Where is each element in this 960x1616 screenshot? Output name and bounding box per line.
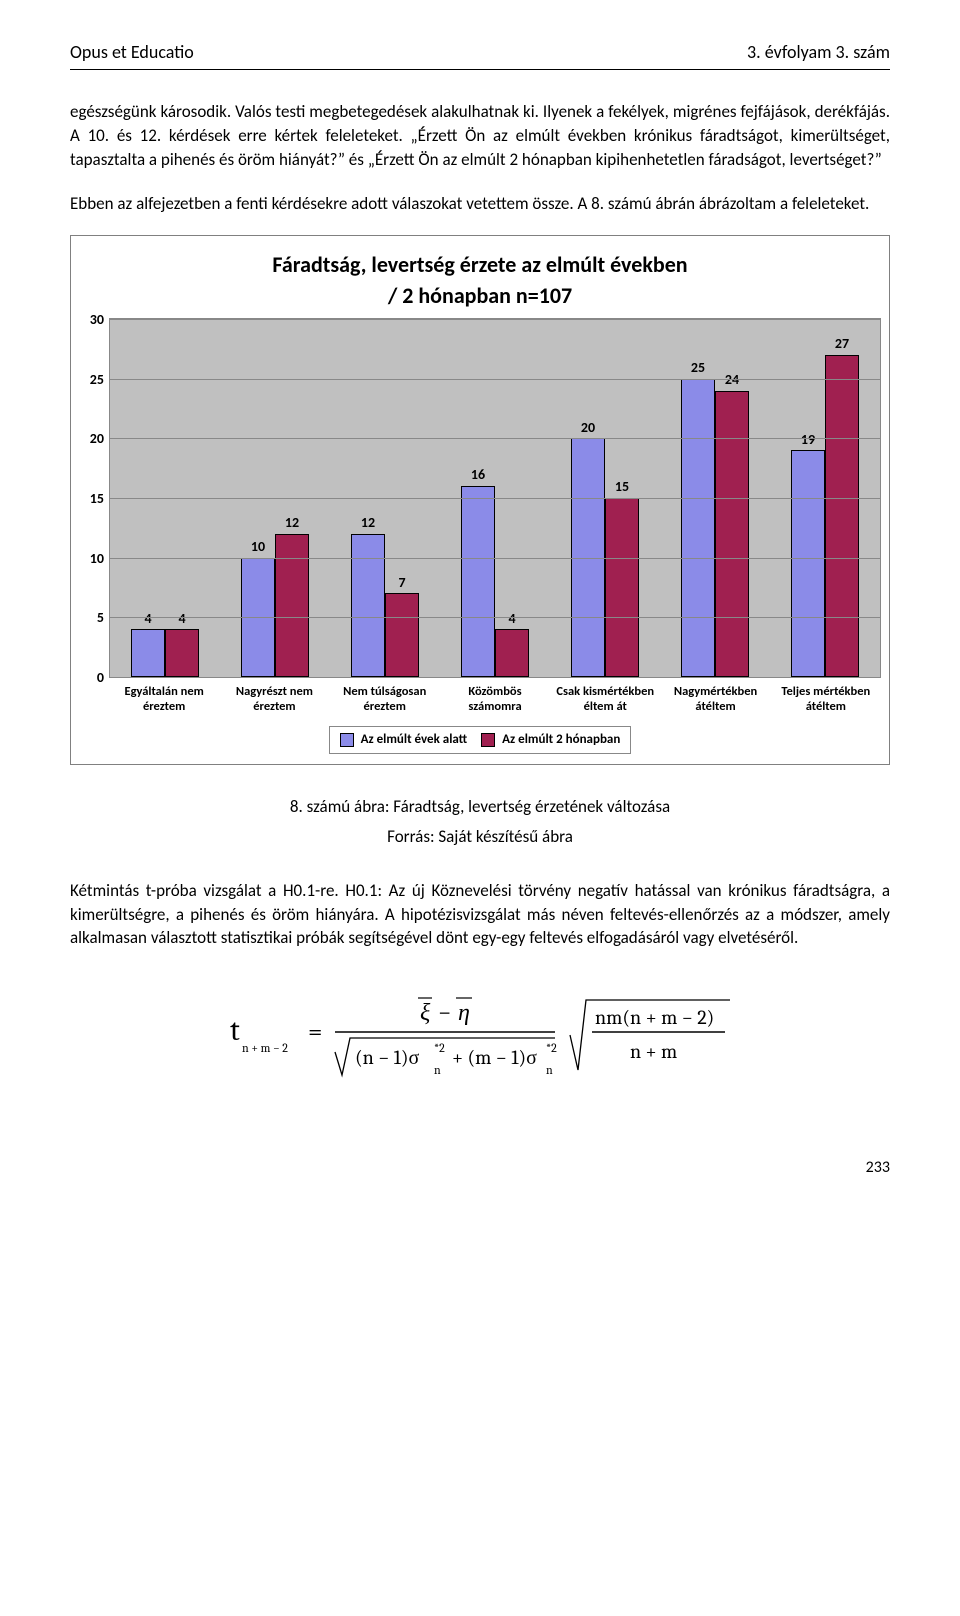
gridline: 25 <box>110 379 880 380</box>
svg-text:=: = <box>308 1017 322 1047</box>
bar-value-label: 4 <box>508 609 515 631</box>
category-label: Nagyrészt nem éreztem <box>219 684 329 714</box>
bar-series-b: 4 <box>165 629 199 677</box>
chart-title-line2: / 2 hónapban n=107 <box>388 282 572 309</box>
category-label: Közömbös számomra <box>440 684 550 714</box>
svg-text:*2: *2 <box>434 1041 445 1055</box>
bar-series-b: 7 <box>385 593 419 677</box>
gridline: 5 <box>110 617 880 618</box>
svg-text:ξ: ξ <box>420 998 431 1026</box>
category-label: Teljes mértékben átéltem <box>771 684 881 714</box>
header-rule <box>70 69 890 70</box>
svg-text:η: η <box>458 998 470 1026</box>
legend-swatch-a <box>340 733 354 747</box>
y-tick-label: 10 <box>90 549 110 569</box>
gridline: 20 <box>110 438 880 439</box>
chart-title: Fáradtság, levertség érzete az elmúlt év… <box>71 236 889 318</box>
bar-series-a: 12 <box>351 534 385 677</box>
figure-caption: 8. számú ábra: Fáradtság, levertség érze… <box>70 795 890 819</box>
t-test-formula-svg: t n + m − 2 = ξ − η (n − 1)σ *2 n + (m −… <box>220 980 740 1090</box>
page-number: 233 <box>70 1157 890 1179</box>
legend-label-a: Az elmúlt évek alatt <box>361 732 468 747</box>
bar-value-label: 4 <box>178 609 185 631</box>
bar-value-label: 27 <box>835 334 849 356</box>
formula: t n + m − 2 = ξ − η (n − 1)σ *2 n + (m −… <box>70 980 890 1097</box>
bar-value-label: 24 <box>725 370 739 392</box>
svg-text:(n − 1)σ: (n − 1)σ <box>355 1046 420 1069</box>
svg-text:n + m: n + m <box>630 1040 677 1063</box>
header-left: Opus et Educatio <box>70 40 194 65</box>
svg-text:*2: *2 <box>546 1041 557 1055</box>
paragraph-1: egészségünk károsodik. Valós testi megbe… <box>70 100 890 171</box>
bar-value-label: 12 <box>361 513 375 535</box>
category-label: Nem túlságosan éreztem <box>330 684 440 714</box>
y-tick-label: 5 <box>97 609 110 629</box>
bar-series-a: 19 <box>791 450 825 677</box>
svg-text:n: n <box>434 1063 441 1077</box>
svg-text:nm(n + m − 2): nm(n + m − 2) <box>595 1006 714 1029</box>
gridline: 15 <box>110 498 880 499</box>
bar-series-a: 16 <box>461 486 495 677</box>
category-label: Egyáltalán nem éreztem <box>109 684 219 714</box>
legend-swatch-b <box>481 733 495 747</box>
svg-text:n + m − 2: n + m − 2 <box>242 1041 288 1055</box>
svg-text:+ (m − 1)σ: + (m − 1)σ <box>452 1046 537 1069</box>
bar-series-b: 12 <box>275 534 309 677</box>
bar-series-a: 4 <box>131 629 165 677</box>
bar-chart: Fáradtság, levertség érzete az elmúlt év… <box>70 235 890 765</box>
bar-series-b: 15 <box>605 498 639 677</box>
bar-series-b: 4 <box>495 629 529 677</box>
header-right: 3. évfolyam 3. szám <box>747 40 890 65</box>
y-tick-label: 25 <box>90 370 110 390</box>
category-axis: Egyáltalán nem éreztemNagyrészt nem érez… <box>109 684 881 714</box>
gridline: 10 <box>110 558 880 559</box>
y-tick-label: 30 <box>90 310 110 330</box>
legend-label-b: Az elmúlt 2 hónapban <box>502 732 620 747</box>
bar-value-label: 10 <box>251 537 265 559</box>
legend-item-b: Az elmúlt 2 hónapban <box>481 731 620 749</box>
page-header: Opus et Educatio 3. évfolyam 3. szám <box>70 40 890 65</box>
bar-series-b: 24 <box>715 391 749 677</box>
category-label: Csak kismértékben éltem át <box>550 684 660 714</box>
bar-value-label: 12 <box>285 513 299 535</box>
paragraph-3: Kétmintás t-próba vizsgálat a H0.1-re. H… <box>70 879 890 950</box>
y-tick-label: 15 <box>90 489 110 509</box>
gridline: 30 <box>110 319 880 320</box>
bar-value-label: 7 <box>398 573 405 595</box>
figure-source: Forrás: Saját készítésű ábra <box>70 825 890 849</box>
bar-value-label: 25 <box>691 358 705 380</box>
svg-text:n: n <box>546 1063 553 1077</box>
bar-series-b: 27 <box>825 355 859 677</box>
y-tick-label: 20 <box>90 430 110 450</box>
chart-legend: Az elmúlt évek alatt Az elmúlt 2 hónapba… <box>329 726 632 754</box>
bar-value-label: 16 <box>471 465 485 487</box>
legend-item-a: Az elmúlt évek alatt <box>340 731 468 749</box>
chart-title-line1: Fáradtság, levertség érzete az elmúlt év… <box>272 251 687 278</box>
bar-series-a: 25 <box>681 379 715 677</box>
gridline: 0 <box>110 677 880 678</box>
paragraph-2: Ebben az alfejezetben a fenti kérdésekre… <box>70 192 890 216</box>
plot-area: 441012127164201525241927 051015202530 <box>109 318 881 678</box>
y-tick-label: 0 <box>97 668 110 688</box>
bar-value-label: 15 <box>615 477 629 499</box>
svg-text:−: − <box>438 998 451 1026</box>
category-label: Nagymértékben átéltem <box>660 684 770 714</box>
bar-value-label: 20 <box>581 418 595 440</box>
svg-text:t: t <box>230 1013 240 1048</box>
bar-value-label: 4 <box>144 609 151 631</box>
bar-value-label: 19 <box>801 430 815 452</box>
